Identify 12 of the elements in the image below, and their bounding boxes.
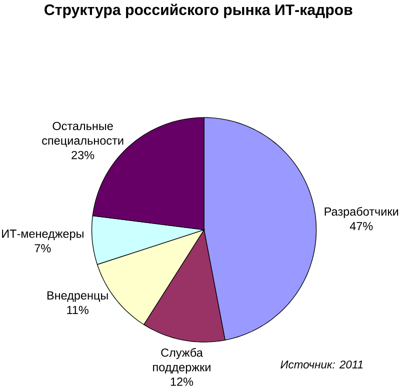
- slice-label: Внедренцы: [47, 291, 108, 302]
- chart-title: Структура российского рынка ИТ-кадров: [44, 4, 352, 18]
- data-label: 47%: [350, 222, 373, 230]
- slice-label: Служба поддержки: [153, 348, 210, 374]
- data-label: 7%: [34, 244, 51, 252]
- slice-label: ИТ-менеджеры: [2, 230, 84, 240]
- text: Источник: 2011: [280, 360, 363, 369]
- slice-label: Разработчики: [324, 207, 398, 218]
- data-label: 11%: [67, 306, 88, 314]
- slice-label: Остальные специальности: [42, 122, 124, 147]
- data-label: 12%: [170, 378, 194, 386]
- data-label: 23%: [72, 150, 94, 160]
